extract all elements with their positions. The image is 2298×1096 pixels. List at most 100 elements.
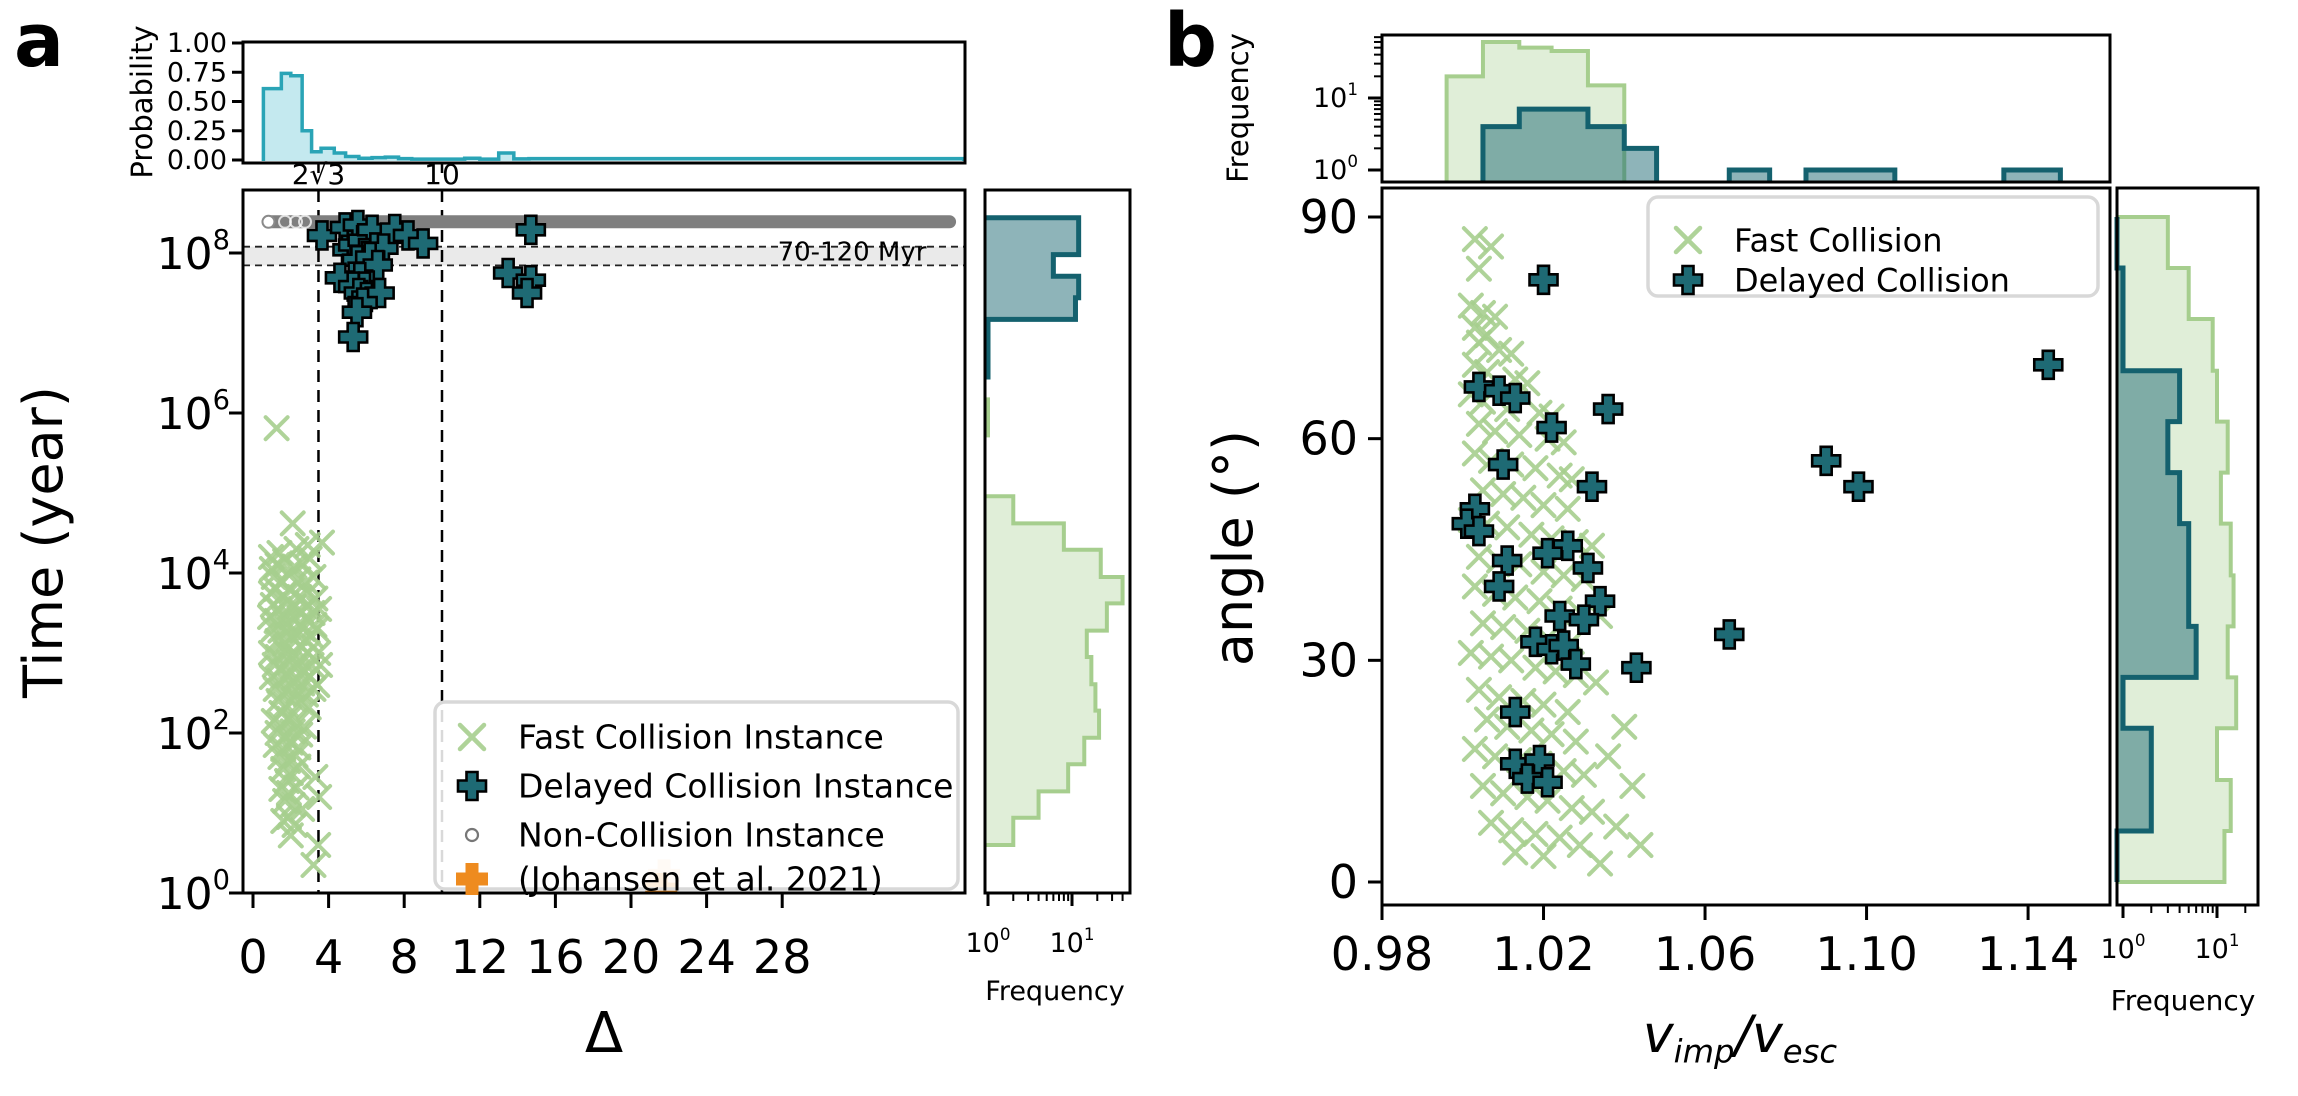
fast-collision-marker bbox=[1530, 843, 1557, 870]
delayed-vel-hist-outline bbox=[2001, 167, 2063, 181]
fast-collision-marker bbox=[300, 852, 327, 878]
y-tick-label: 108 bbox=[157, 225, 230, 280]
x-tick-label: 24 bbox=[677, 930, 736, 984]
fast-collision-marker bbox=[1530, 691, 1557, 718]
freq-tick-label: 100 bbox=[1313, 151, 1358, 186]
panel-a-right-hist: 100 101 Frequency bbox=[965, 188, 1132, 1007]
freq-tick-label: 101 bbox=[2194, 930, 2239, 965]
fast-collision-marker bbox=[1510, 484, 1537, 511]
fast-collision-marker bbox=[1478, 809, 1505, 836]
x-tick-label: 0.98 bbox=[1331, 927, 1433, 981]
main-frame-b bbox=[1380, 186, 2112, 907]
delayed-collision-marker bbox=[2032, 349, 2064, 381]
delayed-vel-hist-fill bbox=[1805, 170, 1895, 181]
x-axis-title-a: Δ bbox=[585, 1001, 623, 1066]
delayed-angle-hist-outline bbox=[2114, 216, 2199, 882]
fast-time-hist-fill bbox=[985, 496, 1123, 845]
fast-collision-marker bbox=[1461, 440, 1488, 467]
fast-collision-marker bbox=[1469, 772, 1496, 799]
delayed-collision-marker bbox=[1584, 585, 1616, 617]
fast-collision-marker bbox=[1465, 676, 1492, 703]
fast-collision-marker bbox=[1578, 798, 1605, 825]
delayed-collision-marker bbox=[1528, 264, 1559, 296]
probability-axis-title: Probability bbox=[125, 25, 159, 178]
fast-collision-marker bbox=[1506, 421, 1533, 448]
legend-label: Delayed Collision bbox=[1734, 262, 2010, 300]
non-collision-circle-edge bbox=[298, 214, 312, 229]
fast-collision-marker bbox=[263, 415, 290, 442]
fast-collision-marker bbox=[1502, 839, 1529, 866]
legend-label: Fast Collision bbox=[1734, 222, 1942, 260]
legend-label: Non-Collision Instance bbox=[518, 816, 885, 855]
panel-b: 100 101 Frequency 0.98 1.02 1.06 1.10 1.14 0 30 60… bbox=[1202, 33, 2260, 1070]
delayed-collision-marker bbox=[337, 321, 369, 353]
fast-collision-marker bbox=[1530, 492, 1557, 519]
fast-collision-marker bbox=[285, 753, 312, 780]
top-hist-frame bbox=[241, 40, 967, 165]
fast-collision-marker bbox=[1465, 255, 1492, 282]
delayed-vel-hist-outline bbox=[1803, 167, 1898, 181]
fast-collision-marker bbox=[1490, 780, 1517, 807]
x-tick-label: 1.14 bbox=[1977, 927, 2079, 981]
panel-a-letter: a bbox=[14, 0, 64, 84]
fast-collision-marker bbox=[1457, 292, 1484, 319]
delayed-collision-marker bbox=[1463, 371, 1495, 403]
delayed-collision-marker bbox=[1499, 696, 1531, 728]
x-tick-label: 1.02 bbox=[1492, 927, 1594, 981]
freq-tick-label: 101 bbox=[1049, 924, 1094, 959]
y-axis-title-a: Time (year) bbox=[12, 386, 75, 699]
fast-collision-marker bbox=[1554, 699, 1581, 726]
fast-collision-marker bbox=[1465, 329, 1492, 356]
legend-box bbox=[433, 700, 960, 891]
delayed-time-hist-outline bbox=[985, 215, 1082, 380]
non-collision-series bbox=[261, 214, 957, 229]
probability-hist-outline bbox=[261, 71, 966, 161]
panel-a-main: 70-120 Myr 0 4 8 12 16 20 24 28 100 102 104 106 108 Δ T… bbox=[12, 188, 967, 1066]
fast-angle-hist-outline bbox=[2117, 214, 2239, 884]
fast-collision-marker bbox=[1554, 495, 1581, 522]
fast-collision-marker bbox=[300, 564, 327, 590]
delayed-collision-marker bbox=[341, 296, 373, 328]
legend-label: (Johansen et al. 2021) bbox=[518, 860, 883, 899]
legend-x-icon bbox=[1673, 225, 1703, 255]
panel-b-right-hist: 100 101 Frequency bbox=[2100, 186, 2260, 1017]
delta-threshold-label: 10 bbox=[424, 158, 460, 191]
delayed-collision-marker bbox=[1544, 600, 1575, 632]
fast-collision-marker bbox=[303, 616, 330, 642]
y-tick-label: 102 bbox=[157, 705, 230, 760]
fast-vel-hist-outline bbox=[1444, 39, 1627, 181]
fast-collision-marker bbox=[1562, 728, 1589, 755]
probability-hist-fill bbox=[263, 73, 964, 161]
freq-axis-title-b-right: Frequency bbox=[2111, 984, 2256, 1017]
fast-collision-marker bbox=[1461, 573, 1488, 600]
delayed-vel-hist-fill bbox=[1729, 170, 1770, 181]
right-hist-frame-b bbox=[2115, 186, 2260, 907]
legend-label: Fast Collision Instance bbox=[518, 718, 884, 757]
delayed-collision-marker bbox=[1713, 619, 1745, 650]
delayed-collision-marker bbox=[1463, 515, 1495, 547]
y-tick-label: 90 bbox=[1299, 190, 1358, 244]
fast-collision-marker bbox=[1482, 303, 1509, 330]
y-axis-title-b: angle (°) bbox=[1202, 430, 1265, 666]
panel-b-main: 0.98 1.02 1.06 1.10 1.14 0 30 60 90 vimp/vesc angl… bbox=[1202, 186, 2112, 1070]
band-label: 70-120 Myr bbox=[778, 237, 927, 267]
fast-collision-marker bbox=[1473, 706, 1500, 733]
fast-collision-marker bbox=[289, 796, 316, 822]
fast-collision-marker bbox=[306, 784, 333, 810]
fast-collision-marker bbox=[1522, 455, 1549, 482]
fast-collision-marker bbox=[1498, 817, 1525, 844]
main-frame-a bbox=[241, 188, 967, 895]
fast-collision-marker bbox=[1603, 813, 1630, 840]
x-tick-label: 4 bbox=[314, 930, 343, 984]
delayed-collision-series-b bbox=[1451, 264, 2064, 798]
x-tick-label: 0 bbox=[238, 930, 267, 984]
legend-x-icon bbox=[457, 722, 487, 752]
x-tick-label: 20 bbox=[602, 930, 661, 984]
fast-collision-marker bbox=[1534, 787, 1561, 814]
legend-plus-icon bbox=[456, 770, 488, 802]
fast-collision-marker bbox=[1482, 418, 1509, 445]
delayed-collision-marker bbox=[1576, 471, 1608, 502]
freq-tick-label: 100 bbox=[965, 924, 1010, 959]
x-tick-label: 1.10 bbox=[1815, 927, 1917, 981]
fast-collision-marker bbox=[285, 734, 312, 761]
